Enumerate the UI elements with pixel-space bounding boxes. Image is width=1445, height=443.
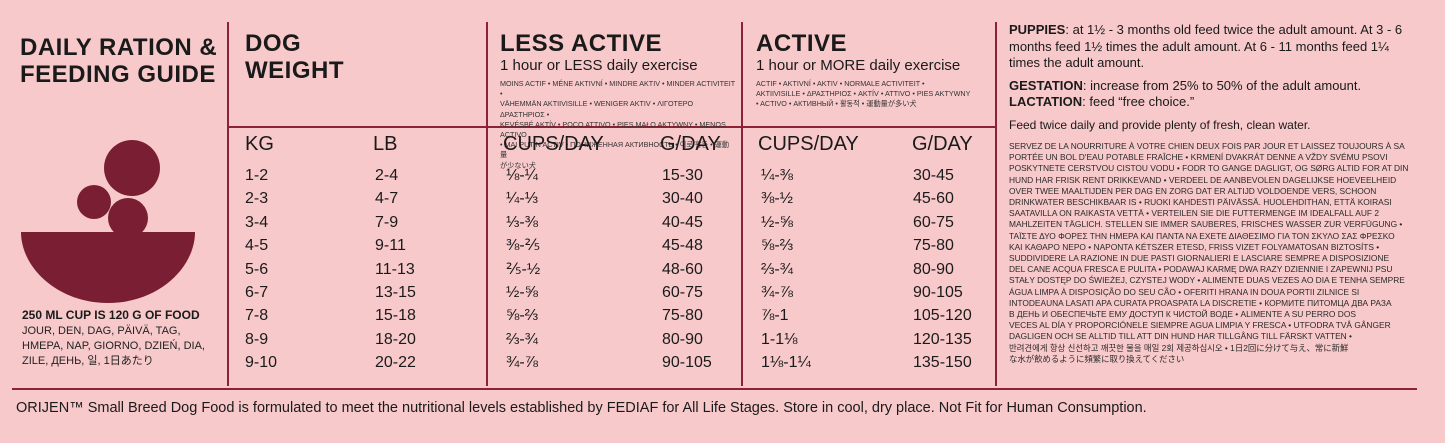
active-translations: ACTIF • AKTIVNÍ • AKTIV • NORMALE ACTIVI…	[756, 79, 971, 109]
table-cell: 105-120	[913, 307, 972, 325]
guide-title: DAILY RATION & FEEDING GUIDE	[20, 34, 217, 88]
divider-3	[741, 22, 743, 386]
kibble-icon	[77, 185, 111, 219]
multilanguage-feeding-text: SERVEZ DE LA NOURRITURE À VOTRE CHIEN DE…	[1009, 141, 1409, 364]
table-cell: ¾-⅞	[761, 283, 794, 301]
kibble-icon	[108, 198, 148, 238]
table-cell: 6-7	[245, 283, 269, 301]
table-cell: ⅛-¼	[506, 167, 539, 184]
table-cell: 45-48	[662, 237, 703, 255]
col-less-g: G/DAY	[660, 133, 721, 155]
gestation-note: GESTATION: increase from 25% to 50% of t…	[1009, 77, 1362, 93]
table-cell: 60-75	[913, 213, 954, 231]
table-cell: 1-1⅛	[761, 330, 798, 348]
table-cell: 80-90	[913, 260, 954, 278]
table-cell: 11-13	[375, 260, 415, 278]
food-bowl-icon	[21, 140, 195, 303]
divider-2	[486, 22, 488, 386]
active-g-column: 30-45 45-60 60-75 75-80 80-90 90-105 105…	[913, 164, 972, 375]
bottom-rule	[12, 388, 1417, 390]
table-cell: 9-11	[375, 237, 406, 255]
active-title: ACTIVE	[756, 30, 848, 57]
table-cell: 90-105	[662, 354, 712, 372]
per-day-translations: JOUR, DEN, DAG, PÄIVÄ, TAG, HMEPA, NAP, …	[22, 325, 205, 367]
table-cell: 135-150	[913, 354, 972, 372]
less-active-title: LESS ACTIVE	[500, 30, 662, 57]
table-cell: ⅖-½	[506, 260, 541, 278]
col-kg: KG	[245, 133, 274, 155]
table-cell: 40-45	[662, 213, 703, 231]
dog-weight-heading: DOG WEIGHT	[245, 30, 344, 84]
table-cell: ¾-⅞	[506, 354, 539, 372]
table-cell: 30-40	[662, 190, 703, 208]
divider-4	[995, 22, 997, 386]
table-cell: 15-30	[662, 167, 703, 184]
col-active-g: G/DAY	[912, 133, 973, 155]
guide-title-line1: DAILY RATION &	[20, 34, 218, 61]
water-note: Feed twice daily and provide plenty of f…	[1009, 117, 1311, 132]
table-cell: 5-6	[245, 260, 269, 278]
less-active-translations: MOINS ACTIF • MÉNE AKTIVNÍ • MINDRE AKTI…	[500, 79, 736, 170]
table-cell: 1⅛-1¼	[761, 354, 811, 372]
bowl-icon	[21, 232, 195, 303]
header-rule	[229, 126, 995, 128]
col-lb: LB	[373, 133, 398, 155]
active-cups-column: ¼-⅜ ⅜-½ ½-⅝ ⅝-⅔ ⅔-¾ ¾-⅞ ⅞-1 1-1⅛ 1⅛-1¼	[761, 164, 811, 375]
table-cell: ¼-⅜	[761, 167, 794, 184]
table-cell: 15-18	[375, 307, 416, 325]
active-subtitle: 1 hour or MORE daily exercise	[756, 57, 961, 74]
active-header: ACTIVE 1 hour or MORE daily exercise ACT…	[756, 30, 992, 110]
table-cell: 120-135	[913, 330, 972, 348]
footer-statement: ORIJEN™ Small Breed Dog Food is formulat…	[16, 400, 1147, 416]
table-cell: 60-75	[662, 283, 703, 301]
life-stage-notes: PUPPIES: at 1½ - 3 months old feed twice…	[1009, 22, 1409, 133]
lactation-note: LACTATION: feed “free choice.”	[1009, 94, 1195, 109]
guide-title-line2: FEEDING GUIDE	[20, 61, 216, 88]
table-cell: 13-15	[375, 283, 416, 301]
table-cell: ⅝-⅔	[761, 237, 794, 255]
table-cell: ½-⅝	[761, 213, 794, 231]
less-g-column: 15-30 30-40 40-45 45-48 48-60 60-75 75-8…	[662, 164, 712, 375]
table-cell: 75-80	[662, 307, 703, 325]
less-active-header: LESS ACTIVE 1 hour or LESS daily exercis…	[500, 30, 736, 171]
table-cell: ⅜-½	[761, 190, 794, 208]
less-active-subtitle: 1 hour or LESS daily exercise	[500, 57, 698, 74]
lb-column: 2-4 4-7 7-9 9-11 11-13 13-15 15-18 18-20…	[375, 164, 416, 375]
cup-info: 250 ML CUP IS 120 G OF FOOD	[22, 308, 200, 322]
table-cell: 75-80	[913, 237, 954, 255]
divider-1	[227, 22, 229, 386]
table-cell: 48-60	[662, 260, 703, 278]
table-cell: 7-9	[375, 213, 399, 231]
table-cell: 9-10	[245, 354, 278, 372]
table-cell: 2-4	[375, 167, 399, 184]
table-cell: ⅓-⅜	[506, 213, 539, 231]
table-cell: 4-7	[375, 190, 399, 208]
table-cell: 20-22	[375, 354, 416, 372]
puppies-note: PUPPIES: at 1½ - 3 months old feed twice…	[1009, 22, 1403, 70]
table-cell: 1-2	[245, 167, 269, 184]
table-cell: 7-8	[245, 307, 269, 325]
table-cell: 90-105	[913, 283, 963, 301]
less-cups-column: ⅛-¼ ¼-⅓ ⅓-⅜ ⅜-⅖ ⅖-½ ½-⅝ ⅝-⅔ ⅔-¾ ¾-⅞	[506, 164, 540, 375]
table-cell: ¼-⅓	[506, 190, 539, 208]
table-cell: ½-⅝	[506, 283, 539, 301]
table-cell: 4-5	[245, 237, 269, 255]
table-cell: ⅔-¾	[761, 260, 794, 278]
table-cell: ⅞-1	[761, 307, 789, 325]
table-cell: 80-90	[662, 330, 703, 348]
table-cell: 8-9	[245, 330, 269, 348]
kg-column: 1-2 2-3 3-4 4-5 5-6 6-7 7-8 8-9 9-10	[245, 164, 277, 375]
table-cell: 45-60	[913, 190, 954, 208]
table-cell: 30-45	[913, 167, 954, 184]
table-cell: 2-3	[245, 190, 269, 208]
table-cell: ⅜-⅖	[506, 237, 541, 255]
col-active-cups: CUPS/DAY	[758, 133, 859, 155]
table-cell: 3-4	[245, 213, 269, 231]
col-less-cups: CUPS/DAY	[503, 133, 604, 155]
kibble-icon	[104, 140, 160, 196]
table-cell: ⅔-¾	[506, 330, 539, 348]
table-cell: 18-20	[375, 330, 416, 348]
table-cell: ⅝-⅔	[506, 307, 539, 325]
